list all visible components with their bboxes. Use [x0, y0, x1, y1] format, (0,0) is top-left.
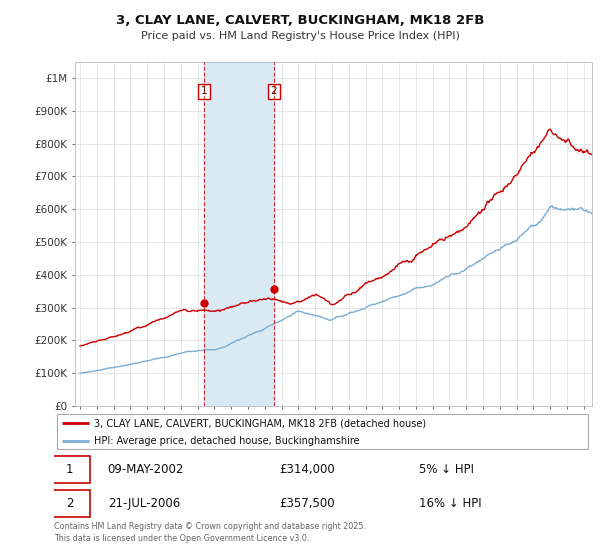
- Text: 09-MAY-2002: 09-MAY-2002: [108, 463, 184, 475]
- Bar: [203, 62, 274, 406]
- Text: 16% ↓ HPI: 16% ↓ HPI: [419, 497, 482, 510]
- Text: £357,500: £357,500: [280, 497, 335, 510]
- Text: Price paid vs. HM Land Registry's House Price Index (HPI): Price paid vs. HM Land Registry's House …: [140, 31, 460, 41]
- Text: 2: 2: [271, 86, 277, 96]
- Text: 1: 1: [200, 86, 207, 96]
- Text: £314,000: £314,000: [280, 463, 335, 475]
- Text: 2: 2: [66, 497, 74, 510]
- Text: 21-JUL-2006: 21-JUL-2006: [108, 497, 180, 510]
- Text: 5% ↓ HPI: 5% ↓ HPI: [419, 463, 474, 475]
- FancyBboxPatch shape: [50, 455, 90, 483]
- Text: Contains HM Land Registry data © Crown copyright and database right 2025.
This d: Contains HM Land Registry data © Crown c…: [54, 522, 366, 543]
- Text: 1: 1: [66, 463, 74, 475]
- FancyBboxPatch shape: [50, 491, 90, 517]
- FancyBboxPatch shape: [56, 414, 589, 449]
- Text: 3, CLAY LANE, CALVERT, BUCKINGHAM, MK18 2FB (detached house): 3, CLAY LANE, CALVERT, BUCKINGHAM, MK18 …: [94, 418, 427, 428]
- Text: HPI: Average price, detached house, Buckinghamshire: HPI: Average price, detached house, Buck…: [94, 436, 360, 446]
- Text: 3, CLAY LANE, CALVERT, BUCKINGHAM, MK18 2FB: 3, CLAY LANE, CALVERT, BUCKINGHAM, MK18 …: [116, 14, 484, 27]
